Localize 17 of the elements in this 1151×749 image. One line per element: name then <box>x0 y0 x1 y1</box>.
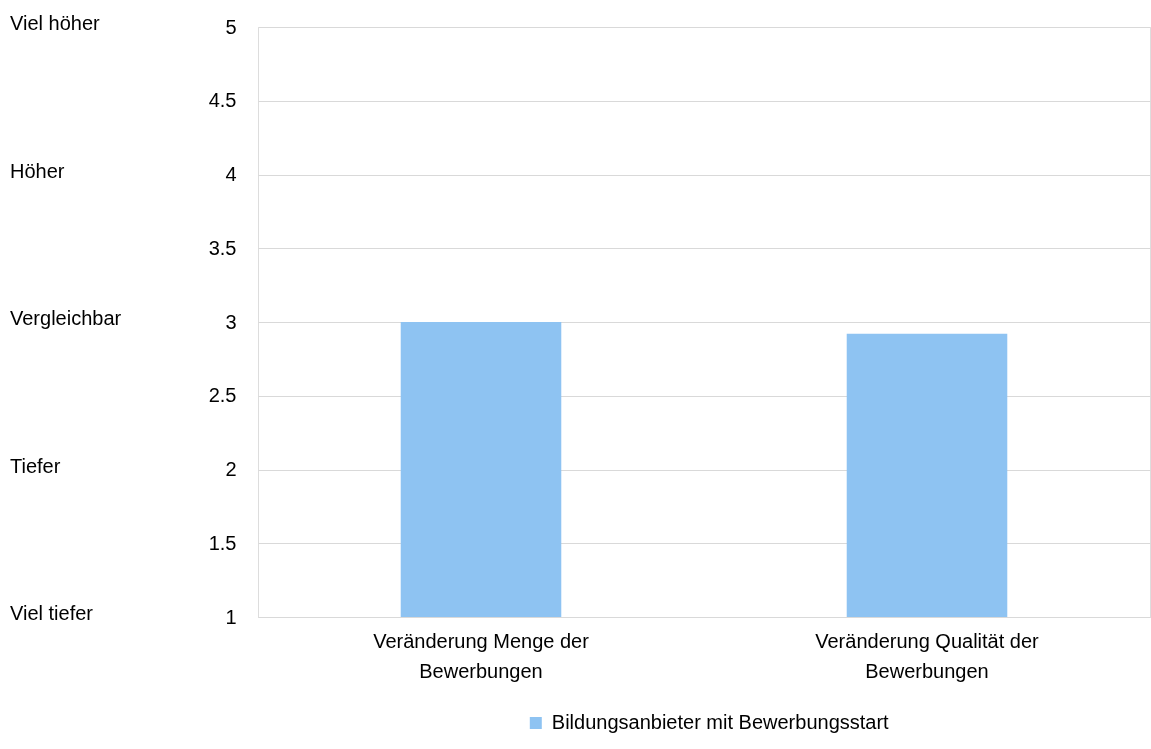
x-tick-label: Veränderung Menge der Bewerbungen <box>373 629 590 682</box>
x-tick-label: Veränderung Qualität der Bewerbungen <box>815 629 1040 682</box>
y-tick-label: 3.5 <box>208 236 237 259</box>
y-tick-label: 2.5 <box>208 384 237 407</box>
text: Tiefer <box>10 454 61 477</box>
legend-label: Bildungsanbieter mit Bewerbungsstart <box>551 711 890 733</box>
text: Viel höher <box>10 12 101 34</box>
y-tick-label: 1 <box>225 605 237 628</box>
y-tick-label: 1.5 <box>208 531 237 554</box>
text: Höher <box>10 159 65 182</box>
y-tick-label: 5 <box>225 15 237 38</box>
y-tick-label: 4 <box>225 163 237 185</box>
text: Viel tiefer <box>10 602 94 624</box>
y-tick-label: 4.5 <box>208 89 237 112</box>
y-tick-label: 2 <box>225 458 237 480</box>
y-tick-label: 3 <box>225 310 237 333</box>
text: Vergleichbar <box>10 307 122 329</box>
